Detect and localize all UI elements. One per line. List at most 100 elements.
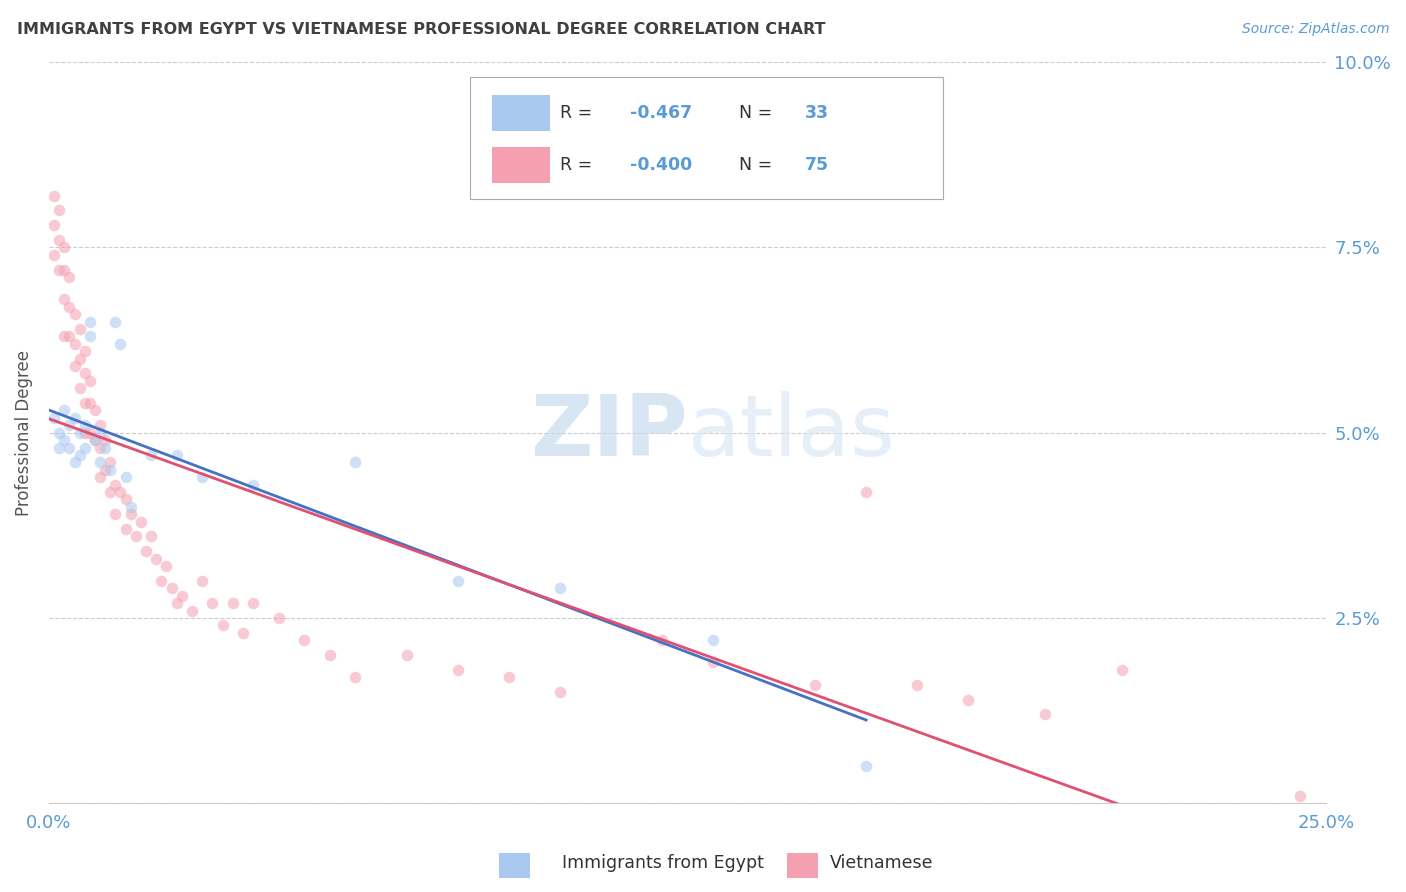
Text: -0.400: -0.400 xyxy=(630,156,692,174)
Point xyxy=(145,551,167,566)
Point xyxy=(89,425,111,440)
Point xyxy=(73,367,96,381)
Point xyxy=(89,441,111,455)
Y-axis label: Professional Degree: Professional Degree xyxy=(15,350,32,516)
Point xyxy=(905,678,928,692)
Point xyxy=(79,329,101,343)
Text: Immigrants from Egypt: Immigrants from Egypt xyxy=(562,855,765,872)
Point xyxy=(58,300,80,314)
Point xyxy=(292,633,315,648)
Point xyxy=(651,633,673,648)
Point xyxy=(73,441,96,455)
Point xyxy=(79,374,101,388)
Point xyxy=(104,314,127,328)
Point xyxy=(48,441,70,455)
Point xyxy=(232,625,254,640)
Point xyxy=(855,759,877,773)
Point xyxy=(73,344,96,359)
Text: IMMIGRANTS FROM EGYPT VS VIETNAMESE PROFESSIONAL DEGREE CORRELATION CHART: IMMIGRANTS FROM EGYPT VS VIETNAMESE PROF… xyxy=(17,22,825,37)
Point xyxy=(129,515,152,529)
Point xyxy=(104,477,127,491)
Text: R =: R = xyxy=(560,156,598,174)
Point xyxy=(242,596,264,610)
Point xyxy=(58,329,80,343)
Point xyxy=(53,329,76,343)
Point xyxy=(89,418,111,433)
Point xyxy=(166,596,188,610)
Point xyxy=(114,470,136,484)
Point xyxy=(42,218,65,232)
Point xyxy=(58,270,80,285)
Point xyxy=(191,574,214,588)
Point xyxy=(267,611,290,625)
Point xyxy=(139,529,162,543)
Point xyxy=(222,596,245,610)
Point xyxy=(1033,707,1056,722)
Point xyxy=(344,455,367,469)
Point xyxy=(855,485,877,500)
Point xyxy=(548,685,571,699)
Point xyxy=(53,240,76,254)
FancyBboxPatch shape xyxy=(471,77,943,199)
Text: atlas: atlas xyxy=(688,392,896,475)
Point xyxy=(1289,789,1312,803)
Point xyxy=(110,485,132,500)
Point xyxy=(89,455,111,469)
Point xyxy=(84,433,107,447)
Point xyxy=(94,441,117,455)
Point xyxy=(79,396,101,410)
Point xyxy=(69,425,91,440)
Point xyxy=(211,618,233,632)
Point xyxy=(114,492,136,507)
Point xyxy=(548,582,571,596)
Point xyxy=(69,381,91,395)
Point xyxy=(84,403,107,417)
Point xyxy=(957,692,980,706)
Point xyxy=(98,463,121,477)
Text: Vietnamese: Vietnamese xyxy=(830,855,934,872)
Point xyxy=(58,418,80,433)
Point xyxy=(98,485,121,500)
Point xyxy=(73,396,96,410)
Point xyxy=(702,656,724,670)
Point xyxy=(53,433,76,447)
Point xyxy=(120,500,142,514)
Point xyxy=(191,470,214,484)
Text: N =: N = xyxy=(738,104,778,122)
Point xyxy=(84,433,107,447)
Point xyxy=(114,522,136,536)
Point xyxy=(63,307,86,321)
FancyBboxPatch shape xyxy=(492,147,550,183)
Point xyxy=(170,589,193,603)
Text: 33: 33 xyxy=(804,104,830,122)
Point xyxy=(63,359,86,373)
Point xyxy=(58,441,80,455)
Point xyxy=(201,596,224,610)
Text: ZIP: ZIP xyxy=(530,392,688,475)
Point xyxy=(804,678,827,692)
Point xyxy=(79,314,101,328)
Point xyxy=(69,448,91,462)
Point xyxy=(446,574,468,588)
Point xyxy=(120,508,142,522)
Point xyxy=(160,582,183,596)
Point xyxy=(53,262,76,277)
Point xyxy=(242,477,264,491)
Point xyxy=(98,455,121,469)
Point xyxy=(446,663,468,677)
Point xyxy=(48,203,70,218)
Point xyxy=(63,455,86,469)
Text: 75: 75 xyxy=(804,156,830,174)
Point xyxy=(702,633,724,648)
Point xyxy=(89,470,111,484)
Point xyxy=(135,544,157,558)
Point xyxy=(63,336,86,351)
Point xyxy=(1111,663,1133,677)
Point xyxy=(69,351,91,366)
Point xyxy=(48,425,70,440)
Point xyxy=(395,648,418,662)
Point xyxy=(63,410,86,425)
Point xyxy=(42,188,65,202)
Point xyxy=(125,529,148,543)
Text: -0.467: -0.467 xyxy=(630,104,692,122)
